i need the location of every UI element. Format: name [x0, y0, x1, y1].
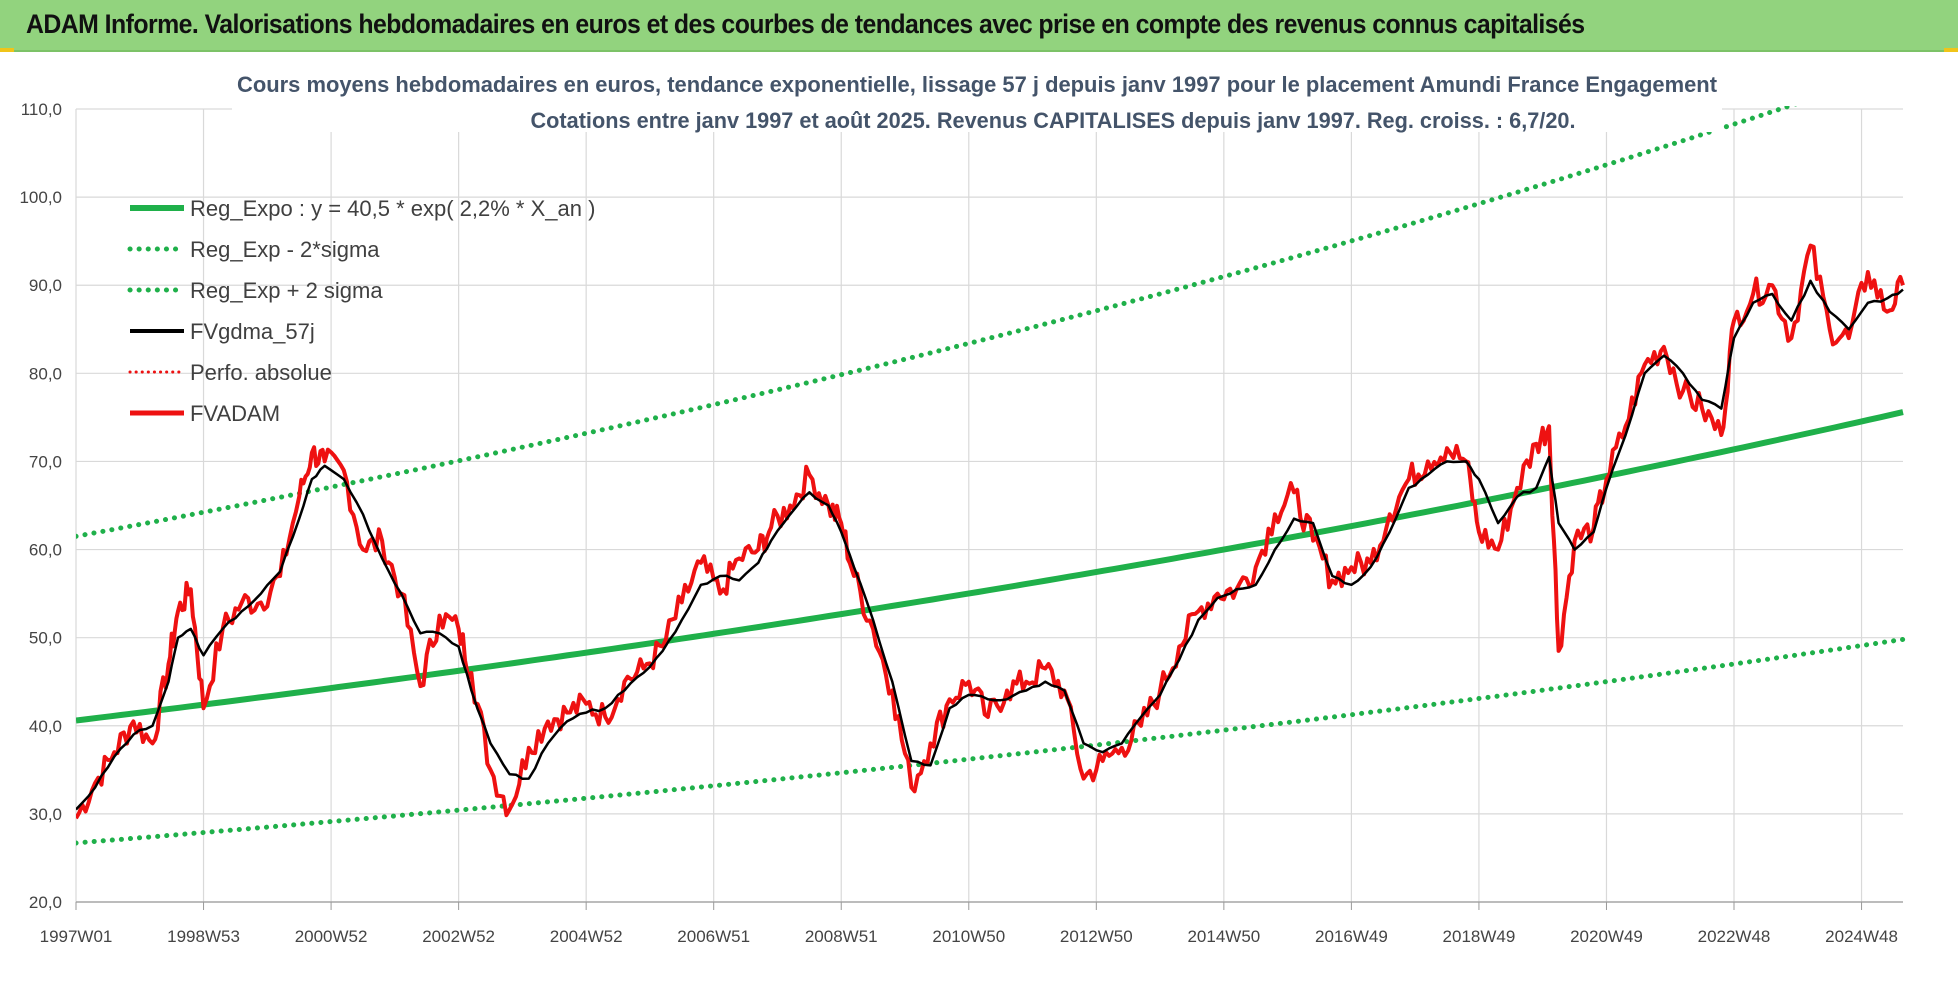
banner-title: ADAM Informe. Valorisations hebdomadaire… — [26, 9, 1585, 39]
x-tick-label: 2000W52 — [295, 927, 368, 946]
chart-svg: 20,0 30,0 40,0 50,0 60,0 70,0 80,0 90,0 100,0 110… — [0, 52, 1958, 978]
series-lower-band — [76, 636, 1906, 846]
title-banner: ADAM Informe. Valorisations hebdomadaire… — [0, 0, 1958, 52]
y-tick-label: 70,0 — [29, 452, 62, 471]
x-tick-label: 2018W49 — [1443, 927, 1516, 946]
grid-layer — [0, 52, 1958, 978]
y-tick-label: 20,0 — [29, 893, 62, 912]
x-tick-label: 2022W48 — [1698, 927, 1771, 946]
y-tick-label: 50,0 — [29, 629, 62, 648]
legend: Reg_Expo : y = 40,5 * exp( 2,2% * X_an )… — [127, 196, 595, 426]
x-tick-label: 2004W52 — [550, 927, 623, 946]
x-tick-label: 2002W52 — [422, 927, 495, 946]
legend-label: Perfo. absolue — [190, 360, 332, 385]
x-tick-label: 2010W50 — [932, 927, 1005, 946]
series-regression — [76, 409, 1904, 724]
x-tick-label: 2008W51 — [805, 927, 878, 946]
legend-label: Reg_Exp + 2 sigma — [190, 278, 383, 303]
corner-marker-left — [0, 48, 14, 54]
x-tick-label: 1997W01 — [40, 927, 113, 946]
legend-label: Reg_Exp - 2*sigma — [190, 237, 380, 262]
x-tick-label: 2020W49 — [1570, 927, 1643, 946]
y-tick-label: 90,0 — [29, 276, 62, 295]
series-layer — [76, 106, 1906, 846]
legend-label: FVgdma_57j — [190, 319, 315, 344]
series-upper-band — [76, 106, 1798, 539]
y-tick-label: 110,0 — [21, 100, 62, 119]
x-tick-label: 2012W50 — [1060, 927, 1133, 946]
series-fvadam — [76, 243, 1905, 820]
y-tick-label: 40,0 — [29, 717, 62, 736]
chart-title-line2: Cotations entre janv 1997 et août 2025. … — [531, 108, 1576, 133]
x-tick-label: 2016W49 — [1315, 927, 1388, 946]
x-tick-label: 2024W48 — [1825, 927, 1898, 946]
y-tick-label: 60,0 — [29, 541, 62, 560]
x-tick-label: 2006W51 — [677, 927, 750, 946]
plot-background — [0, 52, 1958, 978]
chart-area: 20,0 30,0 40,0 50,0 60,0 70,0 80,0 90,0 100,0 110… — [0, 52, 1958, 978]
chart-title-background — [232, 60, 1722, 132]
corner-marker-right — [1944, 48, 1958, 54]
x-tick-label: 2014W50 — [1187, 927, 1260, 946]
y-tick-label: 100,0 — [19, 188, 62, 207]
y-tick-label: 80,0 — [29, 364, 62, 383]
axis-layer: 20,0 30,0 40,0 50,0 60,0 70,0 80,0 90,0 100,0 110… — [19, 100, 1903, 946]
legend-label: FVADAM — [190, 401, 280, 426]
chart-title-line1: Cours moyens hebdomadaires en euros, ten… — [237, 72, 1718, 97]
series-smoothed — [76, 279, 1904, 811]
legend-label: Reg_Expo : y = 40,5 * exp( 2,2% * X_an ) — [190, 196, 595, 221]
x-tick-label: 1998W53 — [167, 927, 240, 946]
y-tick-label: 30,0 — [29, 805, 62, 824]
